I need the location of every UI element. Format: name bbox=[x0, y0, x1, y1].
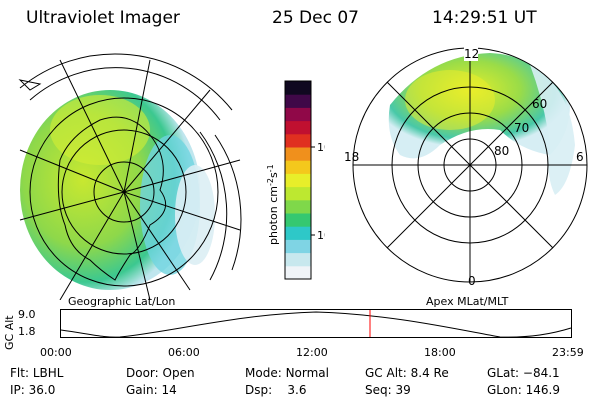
lat-label-80: 80 bbox=[494, 144, 509, 158]
mlt-label-right: 6 bbox=[576, 150, 584, 164]
colorbar-stripe bbox=[285, 160, 311, 174]
colorbar-stripe bbox=[285, 81, 311, 95]
svg-text:GC Alt: GC Alt bbox=[3, 315, 16, 350]
mlt-label-left: 18 bbox=[344, 150, 359, 164]
altitude-plot bbox=[60, 309, 572, 338]
colorbar-stripe bbox=[285, 252, 311, 267]
polar-plot: 12 18 6 0 60 70 80 bbox=[344, 47, 588, 288]
colorbar-stripes bbox=[285, 81, 311, 280]
colorbar-stripe bbox=[285, 199, 311, 214]
info-mode: Mode: Normal bbox=[245, 366, 329, 380]
apex-label: Apex MLat/MLT bbox=[426, 295, 509, 308]
colorbar-tick-label-10: 10 bbox=[317, 229, 325, 242]
info-door: Door: Open bbox=[126, 366, 195, 380]
altitude-plot-frame bbox=[60, 309, 572, 338]
colorbar-stripe bbox=[285, 147, 311, 161]
lat-label-60: 60 bbox=[532, 97, 547, 111]
colorbar-tick-label-100: 100 bbox=[317, 141, 325, 154]
geographic-map bbox=[18, 53, 242, 300]
polar-aurora-image bbox=[388, 53, 575, 195]
colorbar-stripe bbox=[285, 213, 311, 227]
left-aurora-image bbox=[20, 90, 215, 290]
info-gc-alt: GC Alt: 8.4 Re bbox=[365, 366, 449, 380]
instrument-title: Ultraviolet Imager bbox=[26, 8, 180, 28]
polar-grid bbox=[352, 47, 588, 283]
altitude-xtick-2: 12:00 bbox=[296, 346, 328, 359]
colorbar-stripe bbox=[285, 239, 311, 254]
colorbar-unit-label: photon cm-2s-1 bbox=[266, 164, 280, 245]
altitude-ytick-high: 9.0 bbox=[18, 308, 36, 321]
mlt-label-top: 12 bbox=[464, 47, 479, 61]
info-dsp: Dsp: 3.6 bbox=[245, 383, 307, 397]
colorbar-stripe bbox=[285, 173, 311, 188]
colorbar-stripe bbox=[285, 107, 311, 122]
altitude-xtick-0: 00:00 bbox=[40, 346, 72, 359]
info-flt: Flt: LBHL bbox=[10, 366, 64, 380]
mlt-label-top-bg bbox=[464, 47, 478, 61]
date-label: 25 Dec 07 bbox=[272, 8, 359, 28]
altitude-curve bbox=[60, 311, 572, 338]
altitude-xtick-3: 18:00 bbox=[424, 346, 456, 359]
colorbar-stripe bbox=[285, 133, 311, 148]
mlt-label-bottom: 0 bbox=[468, 274, 476, 288]
altitude-xtick-4: 23:59 bbox=[552, 346, 584, 359]
lat-label-70: 70 bbox=[514, 121, 529, 135]
info-glon: GLon: 146.9 bbox=[487, 383, 560, 397]
time-label: 14:29:51 UT bbox=[432, 8, 537, 28]
geographic-label: Geographic Lat/Lon bbox=[68, 295, 176, 308]
colorbar-stripe bbox=[285, 94, 311, 108]
colorbar-frame bbox=[284, 80, 312, 280]
colorbar-stripe bbox=[285, 265, 311, 280]
info-glat: GLat: −84.1 bbox=[487, 366, 560, 380]
colorbar: 100 10 photon cm-2s-1 bbox=[266, 80, 325, 280]
colorbar-stripe bbox=[285, 226, 311, 240]
altitude-xtick-1: 06:00 bbox=[168, 346, 200, 359]
colorbar-stripe bbox=[285, 120, 311, 135]
left-grid bbox=[18, 53, 242, 300]
colorbar-stripe bbox=[285, 186, 311, 201]
info-gain: Gain: 14 bbox=[126, 383, 177, 397]
info-seq: Seq: 39 bbox=[365, 383, 411, 397]
altitude-ylabel: GC Alt bbox=[2, 312, 16, 352]
altitude-ytick-low: 1.8 bbox=[18, 325, 36, 338]
info-ip: IP: 36.0 bbox=[10, 383, 56, 397]
